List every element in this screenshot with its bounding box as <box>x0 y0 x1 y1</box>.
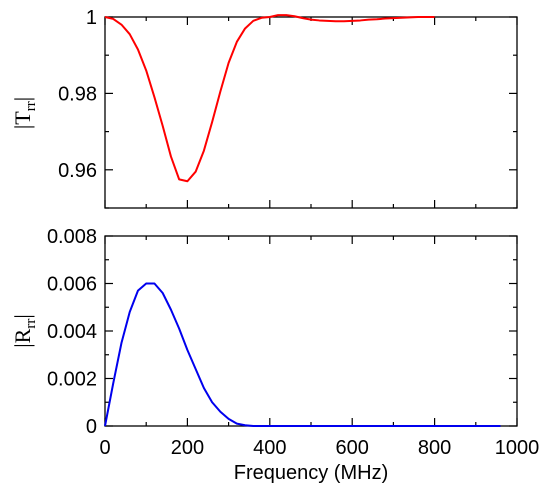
bottom-ylabel-sub: rr <box>23 319 39 329</box>
bottom-y-tick-labels: 0 0.002 0.004 0.006 0.008 <box>47 226 97 438</box>
bottom-y-tick-label: 0.008 <box>47 226 97 248</box>
bottom-y-tick-label: 0.004 <box>47 321 97 343</box>
x-axis-label: Frequency (MHz) <box>234 462 388 484</box>
top-ylabel-sub: rr <box>23 101 39 111</box>
bottom-y-tick-label: 0.002 <box>47 369 97 391</box>
bottom-x-tick-label: 400 <box>253 437 286 459</box>
top-y-tick-labels: 0.96 0.98 1 <box>58 7 97 182</box>
transmission-panel: 0.96 0.98 1 |Trr| <box>10 7 518 209</box>
top-y-tick-label: 0.98 <box>58 83 97 105</box>
bottom-x-tick-label: 600 <box>336 437 369 459</box>
bottom-y-tick-label: 0.006 <box>47 274 97 296</box>
top-y-tick-label: 0.96 <box>58 160 97 182</box>
bottom-x-tick-label: 1000 <box>495 437 540 459</box>
top-plot-frame <box>104 16 518 209</box>
top-y-tick-label: 1 <box>86 7 97 29</box>
reflection-curve <box>104 282 501 427</box>
bottom-y-tick-label: 0 <box>86 416 97 438</box>
bottom-ylabel-main: |R <box>10 328 35 347</box>
bottom-x-tick-label: 800 <box>418 437 451 459</box>
bottom-y-axis-label: |Rrr| <box>10 314 39 347</box>
top-ylabel-main: |T <box>10 111 35 129</box>
transmission-curve <box>104 14 435 183</box>
bottom-x-tick-label: 0 <box>99 437 110 459</box>
bottom-axis-ticks <box>104 235 518 427</box>
bottom-plot-frame <box>104 235 518 427</box>
top-ylabel-end: | <box>10 97 35 101</box>
bottom-x-tick-labels: 0 200 400 600 800 1000 <box>99 437 539 459</box>
top-y-axis-label: |Trr| <box>10 97 39 129</box>
bottom-x-tick-label: 200 <box>171 437 204 459</box>
bottom-ylabel-end: | <box>10 314 35 318</box>
top-axis-ticks <box>104 16 518 209</box>
